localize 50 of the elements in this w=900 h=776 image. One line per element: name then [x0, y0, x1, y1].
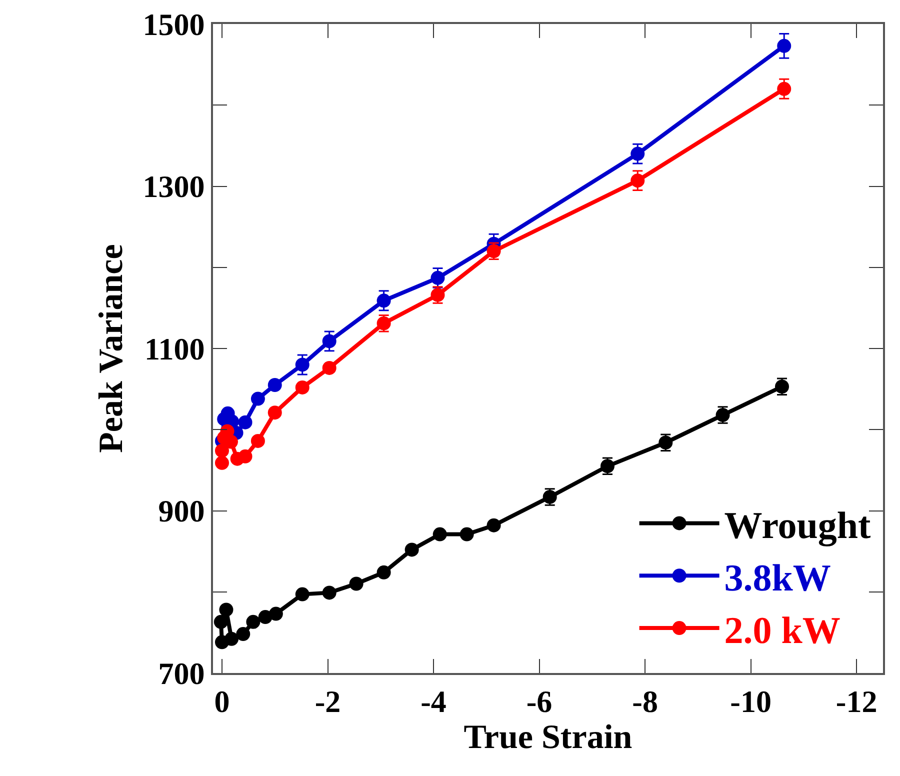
point [224, 632, 239, 646]
point [268, 406, 282, 420]
x-tick-label: 0 [214, 684, 230, 720]
x-tick-label: -10 [730, 684, 772, 720]
legend-label: 3.8kW [724, 557, 831, 600]
point [250, 434, 265, 448]
point [322, 334, 336, 348]
point [214, 456, 229, 470]
point [630, 174, 645, 188]
x-tick-label: -12 [836, 684, 878, 720]
point [630, 146, 645, 161]
y-tick-label: 1300 [142, 169, 205, 204]
point [295, 587, 310, 602]
point [777, 82, 792, 96]
point [268, 378, 282, 392]
point [268, 606, 283, 621]
point [238, 415, 252, 430]
y-tick-label: 700 [158, 656, 205, 691]
point [224, 434, 238, 449]
point [460, 527, 474, 542]
point [430, 270, 445, 285]
point [486, 518, 501, 532]
point [322, 586, 336, 600]
point [295, 358, 310, 372]
y-tick-label: 900 [158, 494, 205, 529]
point [246, 614, 260, 629]
x-tick-label: -6 [526, 684, 552, 720]
point [432, 527, 447, 542]
point [236, 627, 250, 642]
point [219, 602, 234, 617]
point [322, 360, 336, 375]
point [238, 449, 252, 464]
y-axis-title: Peak Variance [92, 244, 130, 453]
point [376, 294, 391, 308]
x-tick-label: -8 [632, 684, 658, 720]
point [295, 380, 310, 394]
point [250, 392, 265, 406]
point [777, 38, 792, 53]
x-tick-label: -2 [314, 684, 341, 720]
legend-label: Wrought [724, 505, 872, 548]
point [214, 444, 229, 458]
point [404, 542, 419, 557]
point [214, 614, 228, 629]
legend-label: 2.0 kW [724, 610, 840, 652]
x-tick-label: -4 [420, 684, 446, 720]
y-tick-label: 1500 [142, 6, 205, 42]
point [349, 576, 364, 591]
x-axis-title: True Strain [464, 719, 632, 756]
y-tick-label: 1100 [144, 331, 205, 366]
point [376, 565, 391, 580]
